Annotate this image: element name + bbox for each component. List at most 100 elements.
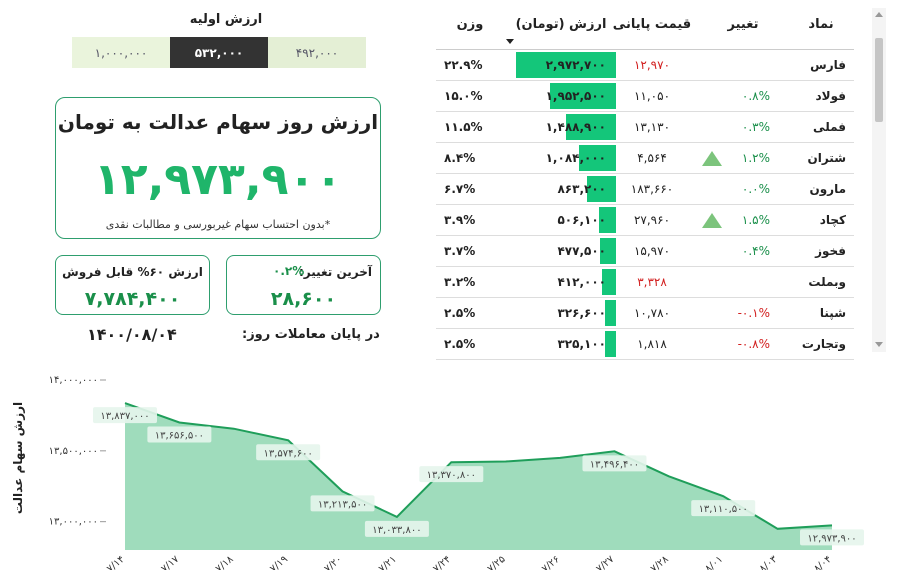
cell-name[interactable]: وبملت [808,275,846,289]
chart-x-axis: ۱۴۰۰/۰۷/۱۴ ۱۴۰۰/۰۷/۱۷ ۱۴۰۰/۰۷/۱۸ ۱۴۰۰/۰۷/۱۹… [82,553,834,570]
x-tick-label: ۱۴۰۰/۰۷/۱۷ [136,553,182,570]
sellable-value: ۷,۷۸۴,۴۰۰ [84,288,181,310]
table-row[interactable]: ۱۱.۵% ۱,۴۸۸,۹۰۰ ۱۳,۱۳۰ ۰.۳% فملی [436,112,854,143]
cell-trend-icon [700,267,722,298]
y-tick-label: ۱۴,۰۰۰,۰۰۰ [49,375,98,386]
cell-change: ۱.۲% [741,151,770,165]
cell-price: ۱۳,۱۳۰ [633,120,671,134]
cell-trend-icon [700,143,722,174]
svg-text:۱۳,۰۳۳,۸۰۰: ۱۳,۰۳۳,۸۰۰ [372,525,421,536]
table-row[interactable]: ۳.۷% ۴۷۷,۵۰۰ ۱۵,۹۷۰ ۰.۴% فخوز [436,236,854,267]
date-value: ۱۴۰۰/۰۸/۰۴ [87,325,177,344]
x-tick-label: ۱۴۰۰/۰۷/۲۶ [517,554,562,570]
last-change-card: آخرین تغییر: ۰.۲% ۲۸,۶۰۰ [226,255,381,315]
date-label: در پایان معاملات روز: [242,327,380,342]
cell-price: ۱۰,۷۸۰ [633,306,671,320]
cell-weight: ۲.۵% [444,306,476,320]
stocks-table: وزن ارزش (تومان) قیمت پایانی تغییر نماد … [436,8,854,360]
header-weight[interactable]: وزن [456,17,484,32]
x-tick-label: ۱۴۰۰/۰۸/۰۳ [734,553,780,570]
header-name[interactable]: نماد [808,17,834,32]
cell-name[interactable]: کچاد [819,213,846,227]
cell-name[interactable]: فخوز [815,244,846,258]
up-triangle-icon [702,151,722,166]
x-tick-label: ۱۴۰۰/۰۷/۲۰ [299,554,344,570]
cell-name[interactable]: فولاد [815,89,846,103]
table-row[interactable]: ۳.۹% ۵۰۶,۱۰۰ ۲۷,۹۶۰ ۱.۵% کچاد [436,205,854,236]
cell-price: ۱۲,۹۷۰ [633,58,671,72]
cell-weight: ۱۵.۰% [444,89,483,103]
value-bar [605,300,616,326]
table-row[interactable]: ۱۵.۰% ۱,۹۵۲,۵۰۰ ۱۱,۰۵۰ ۰.۸% فولاد [436,81,854,112]
scrollbar-thumb[interactable] [875,38,883,122]
header-price[interactable]: قیمت پایانی [612,17,692,32]
cell-weight: ۱۱.۵% [444,120,483,134]
point-label: ۱۲,۹۷۳,۹۰۰ [800,529,864,546]
cell-trend-icon [700,298,722,329]
x-tick-label: ۱۴۰۰/۰۷/۲۸ [626,553,672,570]
cell-value: ۳۲۵,۱۰۰ [557,337,606,351]
cell-weight: ۸.۴% [444,151,476,165]
value-bar [600,238,616,264]
cell-price: ۱۸۳,۶۶۰ [630,182,674,196]
table-row[interactable]: ۳.۲% ۴۱۲,۰۰۰ ۳,۳۲۸ وبملت [436,267,854,298]
table-scrollbar[interactable] [872,8,886,352]
initial-value-option-532000[interactable]: ۵۳۲,۰۰۰ [170,37,268,68]
cell-name[interactable]: فارس [810,58,846,72]
cell-change: ۰.۳% [741,120,770,134]
point-label: ۱۳,۱۱۰,۵۰۰ [691,500,756,517]
x-tick-label: ۱۴۰۰/۰۷/۱۸ [191,553,237,570]
table-row[interactable]: ۲.۵% ۳۲۵,۱۰۰ ۱,۸۱۸ -۰.۸% وتجارت [436,329,854,360]
header-change[interactable]: تغییر [727,17,759,32]
cell-value: ۸۶۳,۲۰۰ [557,182,606,196]
cell-weight: ۳.۹% [444,213,476,227]
cell-weight: ۲۲.۹% [444,58,483,72]
cell-name[interactable]: مارون [809,182,846,196]
cell-name[interactable]: وتجارت [801,337,846,351]
point-label: ۱۳,۳۷۰,۸۰۰ [419,466,484,483]
cell-change: ۰.۰% [741,182,770,196]
cell-weight: ۳.۷% [444,244,476,258]
x-tick-label: ۱۴۰۰/۰۷/۲۱ [354,554,399,570]
table-row[interactable]: ۲.۵% ۳۲۶,۶۰۰ ۱۰,۷۸۰ -۰.۱% شپنا [436,298,854,329]
initial-value-option-492000[interactable]: ۴۹۲,۰۰۰ [268,37,366,68]
cell-trend-icon [700,112,722,143]
cell-value: ۳۲۶,۶۰۰ [557,306,606,320]
value-bar [579,145,616,171]
cell-change: -۰.۱% [737,306,770,320]
cell-name[interactable]: فملی [813,120,846,134]
scroll-down-icon[interactable] [875,342,883,347]
svg-text:۱۳,۸۳۷,۰۰۰: ۱۳,۸۳۷,۰۰۰ [100,411,149,422]
cell-change: ۱.۵% [741,213,770,227]
cell-name[interactable]: شپنا [819,306,846,320]
y-tick-label: ۱۳,۵۰۰,۰۰۰ [49,446,98,457]
cell-change: ۰.۴% [741,244,770,258]
cell-name[interactable]: شتران [807,151,846,165]
main-value-title: ارزش روز سهام عدالت به تومان [57,110,379,134]
cell-value: ۱,۰۸۴,۰۰۰ [545,151,606,165]
table-row[interactable]: ۶.۷% ۸۶۳,۲۰۰ ۱۸۳,۶۶۰ ۰.۰% مارون [436,174,854,205]
svg-text:۱۳,۴۹۶,۴۰۰: ۱۳,۴۹۶,۴۰۰ [590,459,639,470]
svg-text:۱۳,۵۷۴,۶۰۰: ۱۳,۵۷۴,۶۰۰ [263,448,312,459]
x-tick-label: ۱۴۰۰/۰۷/۲۴ [408,554,453,570]
table-header: وزن ارزش (تومان) قیمت پایانی تغییر نماد [436,8,854,50]
cell-value: ۱,۹۵۲,۵۰۰ [545,89,606,103]
header-value[interactable]: ارزش (تومان) [515,17,607,32]
scroll-up-icon[interactable] [875,12,883,17]
x-tick-label: ۱۴۰۰/۰۷/۲۵ [462,554,507,570]
point-label: ۱۳,۸۳۷,۰۰۰ [93,407,157,424]
initial-value-option-1000000[interactable]: ۱,۰۰۰,۰۰۰ [72,37,170,68]
x-tick-label: ۱۴۰۰/۰۷/۲۷ [571,553,617,570]
cell-value: ۴۷۷,۵۰۰ [557,244,606,258]
cell-trend-icon [700,236,722,267]
cell-value: ۱,۴۸۸,۹۰۰ [545,120,606,134]
chart-point-labels: ۱۳,۸۳۷,۰۰۰ ۱۳,۶۵۶,۵۰۰ ۱۳,۵۷۴,۶۰۰ ۱۳,۲۱۳,۵۰۰… [93,407,864,546]
table-row[interactable]: ۲۲.۹% ۲,۹۷۲,۷۰۰ ۱۲,۹۷۰ فارس [436,50,854,81]
cell-trend-icon [700,81,722,112]
svg-text:۱۳,۶۵۶,۵۰۰: ۱۳,۶۵۶,۵۰۰ [155,431,204,442]
point-label: ۱۳,۲۱۳,۵۰۰ [310,495,375,512]
main-value-note: *بدون احتساب سهام غیربورسی و مطالبات نقد… [105,218,331,231]
svg-text:۱۳,۱۱۰,۵۰۰: ۱۳,۱۱۰,۵۰۰ [699,504,748,515]
table-row[interactable]: ۸.۴% ۱,۰۸۴,۰۰۰ ۴,۵۶۴ ۱.۲% شتران [436,143,854,174]
cell-change [724,50,770,81]
